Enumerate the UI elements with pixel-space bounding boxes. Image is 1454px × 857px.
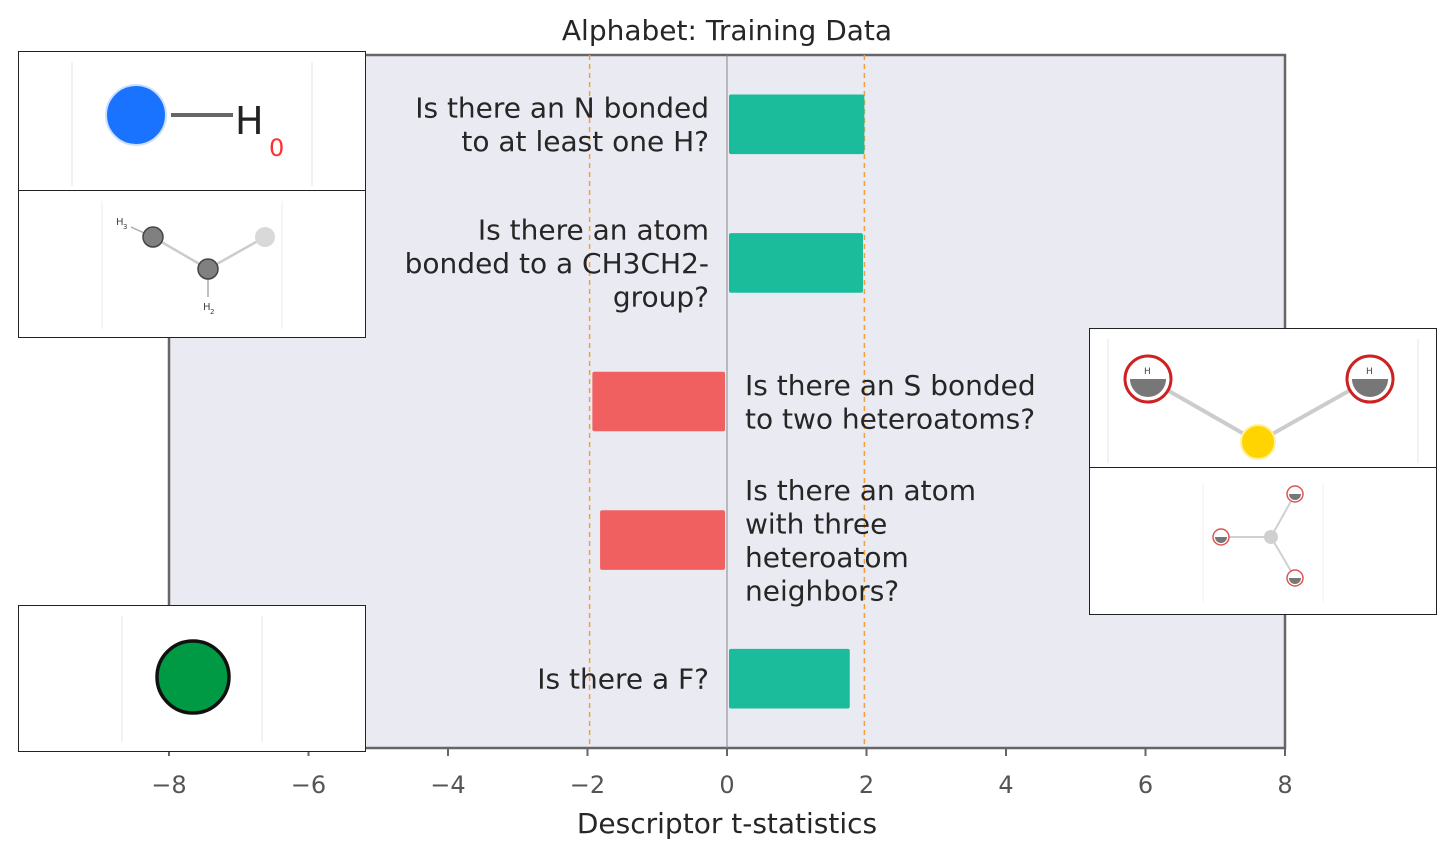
x-tick-label: −6 bbox=[291, 771, 326, 799]
inset-h2-text: H bbox=[203, 302, 211, 313]
inset-h3-text: H bbox=[116, 217, 124, 228]
x-tick-label: 4 bbox=[998, 771, 1013, 799]
x-tick-label: −8 bbox=[151, 771, 186, 799]
molecule-ethyl-icon: H 3 H 2 bbox=[101, 201, 283, 329]
inset-s-h2-text: H bbox=[1366, 367, 1373, 377]
x-tick-label: 2 bbox=[859, 771, 874, 799]
inset-n-bonded-h: H 0 bbox=[18, 51, 366, 191]
bar-label: Is there an atom bbox=[478, 213, 709, 246]
bar bbox=[729, 94, 865, 155]
molecule-three-neighbors-icon bbox=[1202, 482, 1324, 602]
bar-label: heteroatom bbox=[745, 541, 909, 574]
x-tick-label: −4 bbox=[430, 771, 465, 799]
x-axis-label: Descriptor t-statistics bbox=[577, 807, 877, 840]
inset-sub3-text: 3 bbox=[123, 223, 127, 231]
inset-fluorine bbox=[18, 605, 366, 752]
bar-label: Is there an N bonded bbox=[415, 92, 709, 125]
inset-s-two-heteroatoms: H H bbox=[1089, 328, 1437, 468]
inset-h-text: H bbox=[235, 99, 264, 143]
x-tick-label: 6 bbox=[1138, 771, 1153, 799]
bars bbox=[592, 94, 865, 709]
bar-label: Is there a F? bbox=[537, 663, 709, 696]
bar-label: group? bbox=[613, 280, 709, 313]
inset-sub2-text: 2 bbox=[210, 308, 214, 316]
chart-title: Alphabet: Training Data bbox=[562, 14, 892, 47]
x-tick-label: 8 bbox=[1277, 771, 1292, 799]
bar-label: Is there an S bonded bbox=[745, 369, 1036, 402]
molecule-fluorine-icon bbox=[121, 616, 263, 742]
inset-three-heteroatom-neighbors bbox=[1089, 467, 1437, 615]
bar-label: to two heteroatoms? bbox=[745, 402, 1035, 435]
bar-label: bonded to a CH3CH2- bbox=[405, 247, 709, 280]
molecule-n-h-icon: H 0 bbox=[71, 62, 313, 186]
x-tick-label: 0 bbox=[719, 771, 734, 799]
bar bbox=[729, 648, 850, 709]
bar-label: with three bbox=[745, 507, 887, 540]
bar-label: to at least one H? bbox=[461, 125, 709, 158]
bar bbox=[600, 510, 725, 570]
bar-label: neighbors? bbox=[745, 574, 899, 607]
reference-lines bbox=[588, 55, 866, 748]
x-tick-label: −2 bbox=[570, 771, 605, 799]
x-axis: −8 −6 −4 −2 0 2 4 6 8 bbox=[151, 748, 1293, 799]
bar bbox=[729, 233, 864, 293]
inset-sub-text: 0 bbox=[269, 134, 284, 162]
molecule-s-hetero-icon: H H bbox=[1107, 339, 1419, 463]
inset-ethyl-group: H 3 H 2 bbox=[18, 190, 366, 338]
bar bbox=[592, 371, 725, 432]
bar-label: Is there an atom bbox=[745, 474, 976, 507]
inset-s-h1-text: H bbox=[1144, 367, 1151, 377]
